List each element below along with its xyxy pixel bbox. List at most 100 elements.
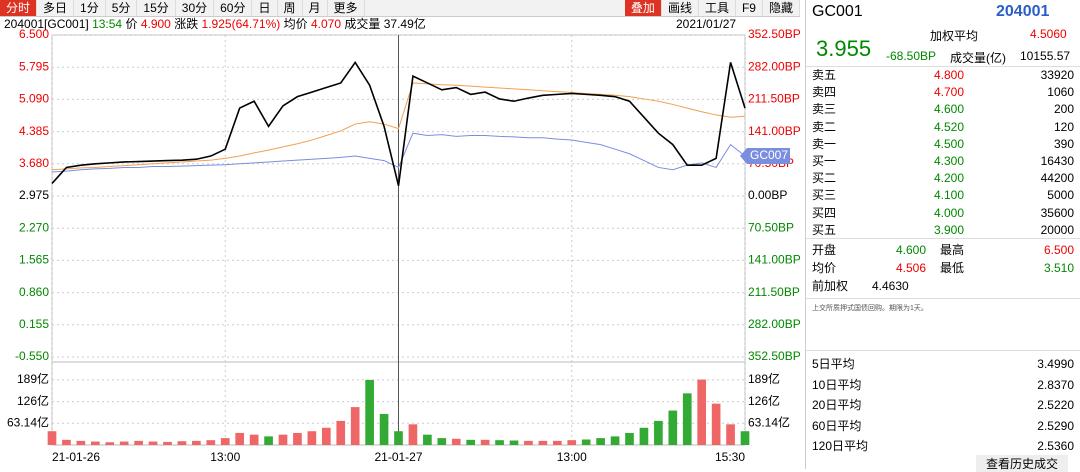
level: 买二 — [812, 171, 837, 186]
label: 5日平均 — [812, 357, 855, 371]
vol: 10155.57 — [1020, 49, 1071, 63]
compare-name: GC007 — [750, 148, 788, 162]
label: 60日平均 — [812, 418, 862, 433]
tab[interactable]: 30分 — [176, 0, 215, 16]
y2-tick-label: 352.50BP — [748, 27, 800, 41]
volume-bar — [379, 414, 389, 445]
tool[interactable]: 工具 — [699, 0, 736, 16]
volume-bar — [47, 431, 57, 445]
level: 买一 — [812, 154, 837, 168]
volume-bar — [249, 434, 259, 445]
price: 4.600 — [934, 102, 965, 117]
y2-tick-label: 282.00BP — [748, 59, 800, 73]
price: 4.900 — [140, 17, 171, 31]
volume-bar — [62, 439, 71, 445]
price: 3.900 — [934, 222, 965, 237]
value: 4.5060 — [1030, 27, 1067, 41]
price: 4.300 — [934, 154, 965, 168]
y-tick-label: 0.155 — [19, 317, 49, 331]
tab[interactable]: 60分 — [214, 0, 253, 16]
volume-bar — [726, 424, 735, 445]
label: 前加权 — [812, 279, 849, 293]
v-tick-label: 126亿 — [17, 393, 49, 408]
value: 4.4630 — [872, 279, 909, 293]
volume-bar — [495, 440, 504, 445]
volume-bar — [394, 431, 403, 445]
tab[interactable]: 多日 — [37, 0, 75, 16]
price: 4.520 — [934, 119, 965, 134]
book-row: 买三 4.100 5000 — [812, 187, 1074, 204]
tool[interactable]: 隐藏 — [763, 0, 800, 16]
y-tick-label: -0.550 — [15, 349, 49, 363]
volume-bar — [682, 393, 692, 445]
volume-bar — [177, 441, 187, 445]
volume-bar — [451, 438, 461, 445]
volume-bar — [509, 440, 519, 445]
y2-tick-label: 141.00BP — [748, 253, 800, 267]
size: 35600 — [1040, 205, 1074, 220]
volume-bar — [625, 432, 634, 445]
volume-bar — [437, 438, 447, 445]
v-tick-label: 126亿 — [748, 393, 780, 408]
tab[interactable]: 1分 — [74, 0, 106, 16]
history-button[interactable]: 查看历史成交 — [976, 455, 1069, 472]
avg-row: 10日平均 2.8370 — [812, 377, 1074, 394]
price: 4.500 — [934, 136, 965, 151]
level: 卖四 — [812, 85, 837, 100]
x-tick-label: 21-01-27 — [374, 450, 422, 464]
tool[interactable]: 叠加 — [624, 0, 662, 16]
level: 买五 — [812, 222, 837, 237]
tab[interactable]: 15分 — [137, 0, 176, 16]
tab[interactable]: 分时 — [0, 0, 38, 16]
book-row: 卖五 4.800 33920 — [812, 67, 1074, 84]
stat-row: 均价 4.506 最低 3.510 — [812, 260, 1074, 277]
size: 1060 — [1047, 85, 1074, 100]
tab[interactable]: 月 — [303, 0, 328, 16]
label: 最高 — [940, 243, 965, 257]
price-line — [51, 60, 746, 186]
x-tick-label: 21-01-26 — [52, 450, 100, 464]
volume: 37.49亿 — [383, 17, 426, 31]
label: 最低 — [940, 261, 965, 275]
avg-row: 20日平均 2.5220 — [812, 397, 1074, 414]
level: 买四 — [812, 205, 837, 220]
volume-bar — [220, 438, 230, 445]
y-tick-label: 3.680 — [19, 156, 49, 170]
level: 卖三 — [812, 102, 837, 117]
book-row: 买四 4.000 35600 — [812, 205, 1074, 222]
time: 13:54 — [92, 17, 123, 31]
volume-bar — [321, 427, 331, 445]
tab[interactable]: 5分 — [106, 0, 138, 16]
book-row: 买五 3.900 20000 — [812, 222, 1074, 239]
volume-bar — [423, 434, 432, 445]
size: 33920 — [1040, 68, 1074, 82]
v-tick-label: 189亿 — [748, 371, 780, 386]
tool[interactable]: 画线 — [662, 0, 699, 16]
y2-tick-label: 211.50BP — [748, 285, 800, 299]
volume-bar — [307, 431, 317, 445]
tab[interactable]: 更多 — [328, 0, 365, 16]
size: 200 — [1053, 102, 1074, 117]
date: 2021/01/27 — [676, 17, 737, 31]
quote-panel: GC001 204001 加权平均 4.5060 3.955 -68.50BP … — [805, 0, 1080, 472]
volume-bar — [466, 439, 476, 445]
compare-line — [51, 132, 746, 173]
tab[interactable]: 周 — [278, 0, 303, 16]
volume-bar — [90, 441, 100, 445]
price: 4.100 — [934, 188, 965, 203]
avg-row: 120日平均 2.5360 — [812, 438, 1074, 455]
avg-row: 60日平均 2.5290 — [812, 418, 1074, 435]
volume-bar — [408, 424, 418, 445]
volume-bar — [134, 440, 143, 445]
volume-bar — [567, 440, 577, 445]
compare-tag — [740, 148, 790, 165]
value: 4.600 — [896, 243, 927, 257]
volume-bar — [480, 439, 490, 445]
size: 5000 — [1047, 188, 1074, 203]
y2-tick-label: 211.50BP — [748, 92, 800, 106]
tab[interactable]: 日 — [252, 0, 278, 16]
value: 3.4990 — [1037, 357, 1074, 371]
volume-bar — [365, 379, 374, 445]
tool[interactable]: F9 — [736, 0, 763, 16]
avg-row: 5日平均 3.4990 — [812, 356, 1074, 373]
